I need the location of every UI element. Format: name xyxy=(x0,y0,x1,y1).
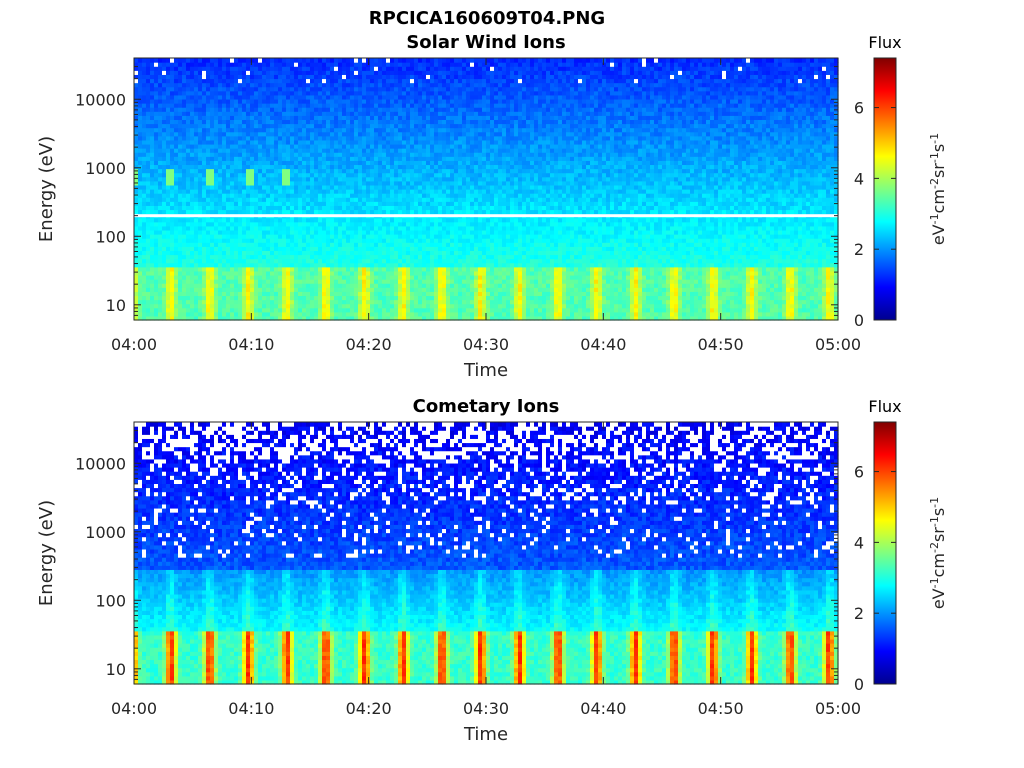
x-tick-label: 04:20 xyxy=(346,699,392,718)
colorbar-tick-label: 6 xyxy=(854,99,864,118)
x-tick-label: 04:50 xyxy=(698,335,744,354)
colorbar-tick-label: 2 xyxy=(854,240,864,259)
colorbar-label: eV-1cm-2sr-1s-1 xyxy=(928,497,949,609)
y-tick-label: 100 xyxy=(95,591,126,610)
white-line xyxy=(134,214,838,218)
colorbar-tick-label: 0 xyxy=(854,675,864,694)
y-tick-label: 1000 xyxy=(85,523,126,542)
x-axis-label: Time xyxy=(463,724,508,745)
figure-title: RPCICA160609T04.PNG xyxy=(369,8,605,29)
x-tick-label: 04:30 xyxy=(463,335,509,354)
x-axis-label: Time xyxy=(463,360,508,381)
y-axis-label: Energy (eV) xyxy=(36,500,57,606)
y-ticks xyxy=(134,421,838,685)
solar-wind-panel: Solar Wind Ions 10 100 1000 10000 04:00 04:10 0… xyxy=(36,32,948,381)
colorbar xyxy=(873,57,897,321)
x-tick-label: 04:00 xyxy=(111,699,157,718)
y-tick-label: 10 xyxy=(106,660,126,679)
colorbar-tick-label: 4 xyxy=(854,533,864,552)
panel-title: Cometary Ions xyxy=(413,396,560,417)
x-tick-label: 04:20 xyxy=(346,335,392,354)
x-tick-label: 04:30 xyxy=(463,699,509,718)
colorbar-tick-label: 0 xyxy=(854,311,864,330)
colorbar xyxy=(873,421,897,685)
x-tick-label: 04:40 xyxy=(580,699,626,718)
x-tick-label: 04:10 xyxy=(228,699,274,718)
y-tick-label: 1000 xyxy=(85,159,126,178)
panel-title: Solar Wind Ions xyxy=(406,32,565,53)
y-axis-label: Energy (eV) xyxy=(36,136,57,242)
x-tick-label: 05:00 xyxy=(815,699,861,718)
x-tick-label: 05:00 xyxy=(815,335,861,354)
heatmap-cells xyxy=(134,422,839,685)
colorbar-tick-label: 2 xyxy=(854,604,864,623)
y-tick-label: 10000 xyxy=(75,90,126,109)
x-tick-label: 04:00 xyxy=(111,335,157,354)
y-tick-label: 10000 xyxy=(75,454,126,473)
cometary-panel: Cometary Ions 10 100 1000 10000 04:00 04:10 04:… xyxy=(36,396,948,745)
colorbar-title: Flux xyxy=(868,397,901,416)
y-tick-label: 100 xyxy=(95,227,126,246)
x-tick-label: 04:50 xyxy=(698,699,744,718)
colorbar-tick-label: 4 xyxy=(854,169,864,188)
colorbar-title: Flux xyxy=(868,33,901,52)
y-tick-label: 10 xyxy=(106,296,126,315)
x-tick-label: 04:40 xyxy=(580,335,626,354)
colorbar-label: eV-1cm-2sr-1s-1 xyxy=(928,133,949,245)
colorbar-tick-label: 6 xyxy=(854,463,864,482)
heatmap-cells xyxy=(134,58,839,321)
y-ticks xyxy=(134,57,838,321)
x-tick-label: 04:10 xyxy=(228,335,274,354)
